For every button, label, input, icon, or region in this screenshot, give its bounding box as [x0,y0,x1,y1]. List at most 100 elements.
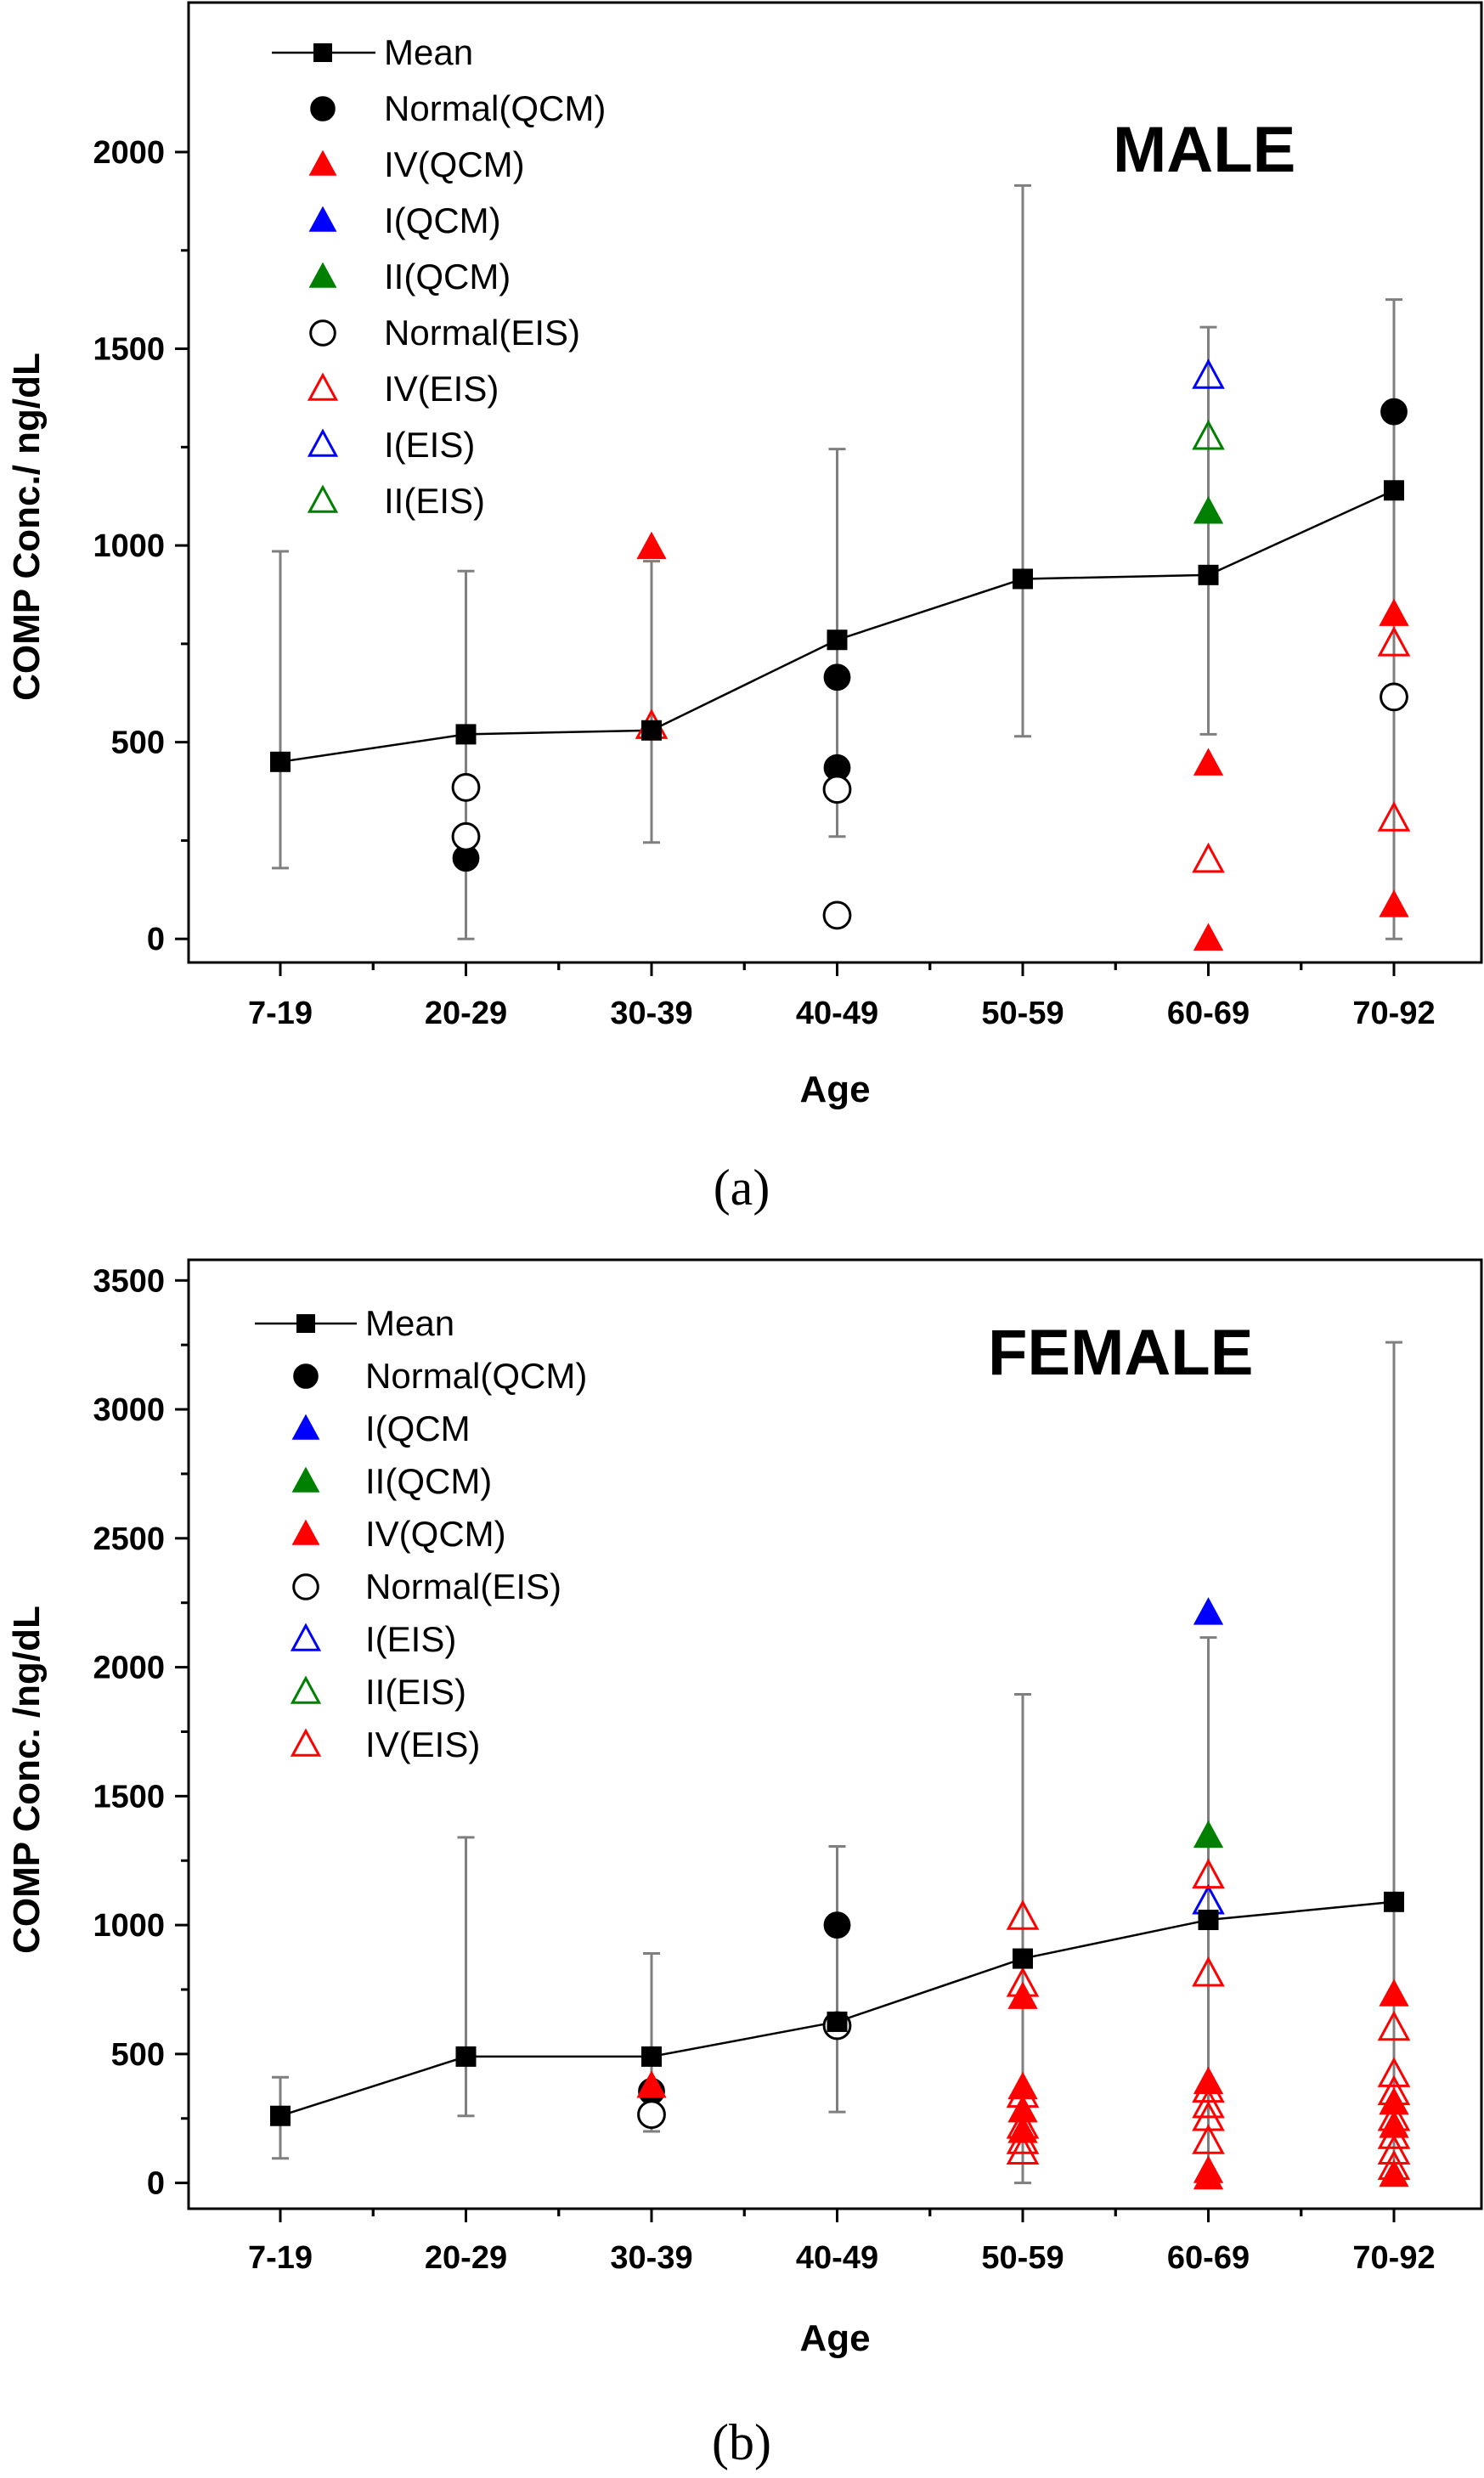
panel-label: (a) [714,1160,770,1216]
y-tick-label: 0 [147,2166,165,2202]
point-normal-eis [1380,682,1408,712]
data-marks [270,1341,1411,2190]
point-ii-eis [1192,419,1225,450]
plot-frame [187,1,1483,964]
chart-title: MALE [1113,114,1295,186]
y-axis-title: COMP Conc. /ng/dL [6,1606,48,1954]
data-marks [270,183,1411,951]
x-tick-label: 30-39 [610,2240,692,2276]
y-tick-label: 0 [147,922,165,957]
point-iv-eis [1377,801,1411,832]
x-axis-ticks: 7-19 20-29 30-39 40-49 50-59 60-69 70-92 [248,962,1436,1031]
point-iv-qcm [636,531,667,560]
legend-marker-i-qcm [291,1414,320,1440]
point-iv-eis [1192,842,1225,873]
y-tick-label: 2000 [93,1651,165,1686]
point-iv-eis [1192,1956,1225,1987]
legend-label: I(QCM) [384,200,501,240]
point-iv-eis [1006,2134,1040,2165]
x-tick-label: 20-29 [425,2240,507,2276]
point-normal-eis [451,773,481,802]
legend-marker-normal-qcm [293,1363,319,1389]
legend-marker-i-eis [307,428,339,457]
y-tick-label: 2500 [93,1521,165,1557]
mean-point [1013,1948,1033,1969]
legend-marker-ii-qcm [291,1466,320,1493]
legend-label: IV(EIS) [384,369,499,409]
point-ii-qcm [1193,496,1224,524]
point-iv-eis [1192,1858,1225,1889]
point-iv-eis [1006,1899,1040,1930]
point-normal-eis [822,775,852,804]
x-tick-label: 40-49 [796,996,878,1031]
point-iv-eis [1377,2010,1411,2041]
y-tick-label: 500 [111,725,165,761]
x-tick-label: 70-92 [1352,996,1435,1031]
x-tick-label: 70-92 [1352,2240,1435,2276]
legend-label: I(EIS) [365,1619,456,1659]
legend-label: IV(EIS) [365,1724,480,1764]
legend-label: II(QCM) [365,1461,492,1501]
legend-label: Normal(EIS) [365,1566,561,1606]
y-tick-label: 1500 [93,1779,165,1815]
plot-frame [187,1258,1483,2210]
legend-marker-mean [296,1314,315,1333]
point-i-qcm [1193,1597,1224,1625]
point-normal-eis [451,821,481,851]
point-iv-qcm [1379,1978,1409,2007]
x-tick-label: 60-69 [1167,2240,1250,2276]
point-iv-eis [1192,2100,1225,2131]
legend-label: II(QCM) [384,257,511,296]
mean-point [641,720,662,741]
legend-marker-i-eis [290,1623,322,1651]
legend-marker-ii-eis [290,1675,322,1704]
x-tick-label: 60-69 [1167,996,1250,1031]
point-iv-eis [1006,2124,1040,2154]
y-tick-label: 500 [111,2037,165,2073]
chart-panel-female: 0 500 1000 1500 2000 2500 3000 3500 7-19 20-29 30… [6,1258,1483,2470]
mean-point [270,2105,291,2126]
point-normal-eis [822,900,852,930]
legend-marker-ii-eis [307,484,339,513]
mean-point [1198,1910,1219,1931]
legend-marker-mean [313,43,332,62]
point-iv-eis [1006,1967,1040,1997]
point-iv-eis [1377,2119,1411,2149]
legend-label: II(EIS) [365,1672,466,1712]
y-axis-ticks: 0 500 1000 1500 2000 [93,135,189,957]
legend-marker-iv-qcm [308,150,337,176]
y-tick-label: 3000 [93,1392,165,1428]
point-iv-eis [1377,2149,1411,2181]
panel-label: (b) [712,2414,771,2470]
point-iv-qcm [636,2070,667,2098]
mean-point [827,629,848,651]
legend-label: Mean [384,32,473,72]
legend-marker-iv-eis [307,372,339,401]
x-tick-label: 7-19 [248,2240,313,2276]
point-ii-qcm [1193,1820,1224,1849]
legend-marker-normal-eis [309,319,336,347]
point-normal-eis [637,2100,666,2130]
legend-marker-iv-qcm [291,1519,320,1545]
legend-marker-iv-eis [290,1728,322,1757]
legend-label: I(QCM [365,1408,471,1448]
x-tick-label: 7-19 [248,996,313,1031]
legend-label: Normal(QCM) [365,1356,587,1396]
mean-point [1198,564,1219,585]
y-tick-label: 3500 [93,1263,165,1299]
point-iv-qcm [1193,748,1224,776]
legend-label: I(EIS) [384,425,475,465]
legend: Mean Normal(QCM) IV(QCM) I(QCM) II(QCM) Norma… [272,32,606,521]
mean-point [1013,568,1033,590]
point-iv-qcm [1193,2161,1224,2190]
legend-marker-normal-eis [292,1573,319,1600]
point-iv-eis [1377,2100,1411,2131]
x-tick-label: 30-39 [610,996,692,1031]
x-tick-label: 50-59 [981,996,1064,1031]
legend: Mean Normal(QCM) I(QCM II(QCM) IV(QCM) Normal… [255,1303,587,1764]
point-iv-qcm [1193,923,1224,951]
y-tick-label: 1000 [93,528,165,564]
point-iv-eis [1192,2124,1225,2154]
legend-label: IV(QCM) [384,144,525,184]
